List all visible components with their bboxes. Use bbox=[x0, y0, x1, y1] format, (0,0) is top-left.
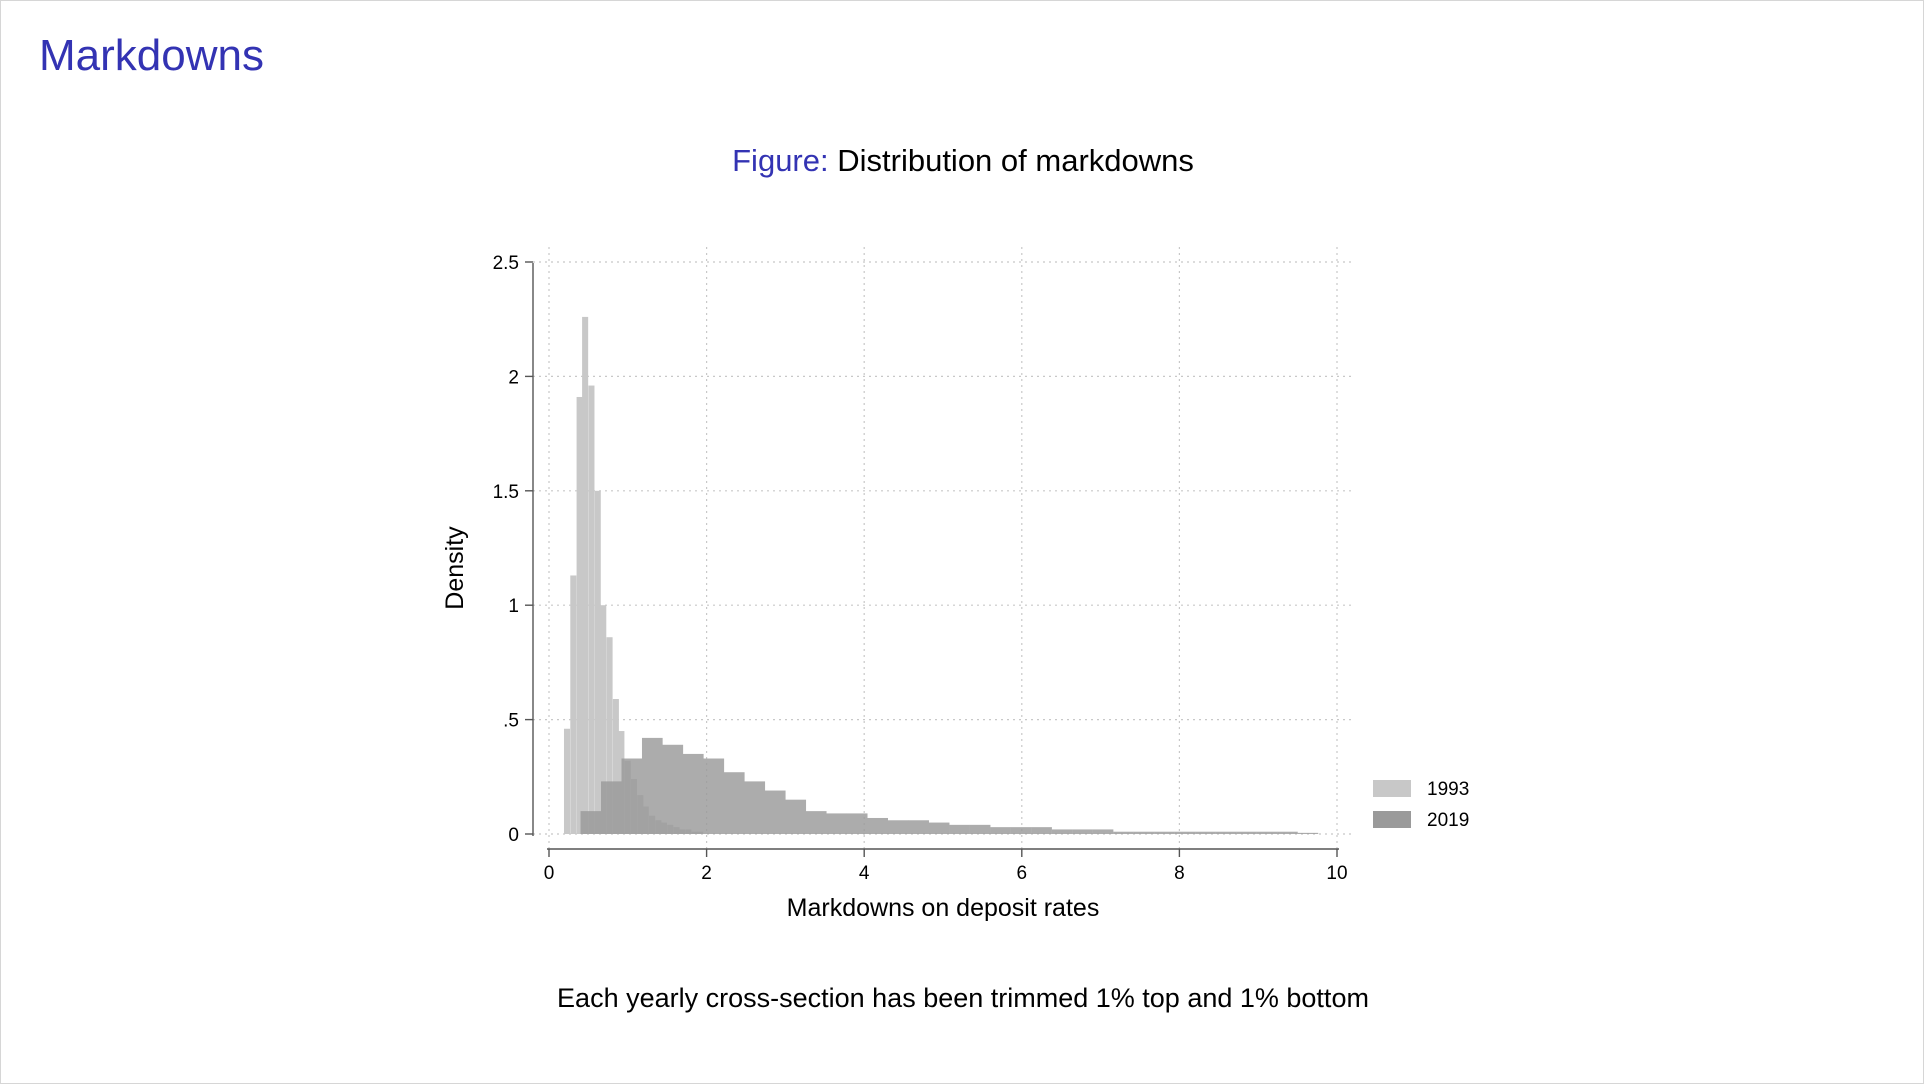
bar-1993 bbox=[576, 396, 583, 834]
y-tick-label: 1.5 bbox=[493, 482, 519, 503]
bar-2019 bbox=[990, 827, 1011, 834]
bar-2019 bbox=[887, 820, 909, 834]
bar-2019 bbox=[1051, 829, 1073, 834]
bar-2019 bbox=[601, 781, 622, 834]
bar-2019 bbox=[1154, 831, 1175, 834]
y-tick-label: 1 bbox=[508, 596, 519, 617]
bar-2019 bbox=[1010, 827, 1032, 834]
bar-2019 bbox=[1072, 829, 1093, 834]
bar-2019 bbox=[949, 824, 970, 834]
bar-1993 bbox=[588, 385, 595, 834]
bar-2019 bbox=[1092, 829, 1114, 834]
bar-2019 bbox=[580, 811, 602, 834]
y-tick-label: .5 bbox=[503, 711, 519, 732]
bar-2019 bbox=[662, 744, 684, 834]
bar-2019 bbox=[1236, 831, 1257, 834]
bar-2019 bbox=[969, 824, 991, 834]
y-tick-label: 2 bbox=[508, 367, 519, 388]
bar-1993 bbox=[563, 728, 571, 834]
bar-2019 bbox=[826, 813, 848, 834]
y-tick-label: 2.5 bbox=[493, 253, 519, 274]
bar-2019 bbox=[1174, 831, 1196, 834]
bar-2019 bbox=[641, 737, 663, 834]
bar-2019 bbox=[928, 822, 950, 834]
legend-swatch bbox=[1373, 780, 1411, 797]
bar-2019 bbox=[1031, 827, 1052, 834]
bar-2019 bbox=[805, 811, 827, 834]
series-2019-bars bbox=[580, 737, 1319, 834]
bar-2019 bbox=[1297, 832, 1319, 834]
y-tick-label: 0 bbox=[508, 825, 519, 846]
x-tick-label: 2 bbox=[701, 863, 712, 884]
axes-layer: 0 .5 1 1.5 2 2.5 0 2 4 6 8 10 Markdowns on deposit r… bbox=[441, 253, 1348, 922]
bar-2019 bbox=[846, 813, 868, 834]
bar-2019 bbox=[723, 772, 745, 834]
bar-2019 bbox=[1195, 831, 1216, 834]
bar-1993 bbox=[594, 490, 601, 834]
bar-2019 bbox=[1113, 831, 1134, 834]
figure-caption-text: Distribution of markdowns bbox=[837, 143, 1194, 178]
bar-2019 bbox=[744, 781, 766, 834]
bar-1993 bbox=[612, 699, 619, 834]
figure-label: Figure: bbox=[732, 143, 829, 178]
legend: 1993 2019 bbox=[1373, 779, 1469, 831]
figure-caption: Figure: Distribution of markdowns bbox=[1, 143, 1924, 179]
legend-swatch bbox=[1373, 811, 1411, 828]
x-tick-label: 10 bbox=[1326, 863, 1347, 884]
bar-2019 bbox=[682, 753, 704, 834]
x-axis-title: Markdowns on deposit rates bbox=[787, 894, 1100, 922]
y-axis-title: Density bbox=[441, 526, 469, 610]
slide-title: Markdowns bbox=[39, 31, 264, 80]
bar-1993 bbox=[606, 637, 613, 834]
x-tick-label: 4 bbox=[859, 863, 870, 884]
x-tick-label: 6 bbox=[1017, 863, 1028, 884]
bar-2019 bbox=[908, 820, 929, 834]
bar-2019 bbox=[703, 758, 725, 834]
bar-2019 bbox=[1133, 831, 1155, 834]
bar-2019 bbox=[621, 758, 643, 834]
bar-2019 bbox=[1215, 831, 1237, 834]
bar-2019 bbox=[785, 799, 807, 834]
bar-1993 bbox=[582, 316, 589, 834]
figure-note: Each yearly cross-section has been trimm… bbox=[557, 983, 1369, 1013]
legend-label: 2019 bbox=[1427, 810, 1469, 831]
legend-label: 1993 bbox=[1427, 779, 1469, 800]
bar-2019 bbox=[867, 817, 888, 834]
x-tick-label: 8 bbox=[1174, 863, 1185, 884]
x-tick-label: 0 bbox=[544, 863, 555, 884]
bar-1993 bbox=[570, 575, 577, 834]
bar-2019 bbox=[1277, 831, 1298, 834]
bar-1993 bbox=[600, 605, 607, 834]
bar-2019 bbox=[764, 790, 786, 834]
bar-2019 bbox=[1256, 831, 1278, 834]
